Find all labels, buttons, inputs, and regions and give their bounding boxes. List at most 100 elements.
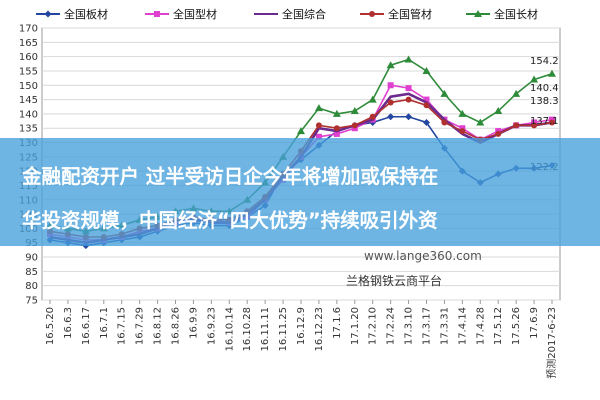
data-point	[368, 95, 377, 103]
end-value-label: 137.1	[530, 116, 559, 127]
data-point	[512, 89, 521, 97]
data-point	[386, 61, 395, 69]
data-point	[405, 85, 412, 92]
y-tick-label: 170	[19, 24, 38, 35]
y-tick-label: 140	[19, 109, 38, 120]
data-point	[458, 109, 467, 117]
data-point	[548, 69, 556, 77]
data-point	[404, 55, 413, 63]
x-tick-label: 17.2.24	[386, 307, 397, 345]
data-point	[423, 102, 430, 109]
news-overlay-banner: 金融配资开户 过半受访日企今年将增加或保持在 华投资规模，中国经济“四大优势”持…	[0, 138, 600, 246]
y-tick-label: 85	[25, 267, 38, 278]
x-tick-label: 16.12.9	[296, 307, 307, 345]
data-point	[332, 109, 341, 117]
legend-label: 全国型材	[173, 7, 217, 21]
legend-label: 全国管材	[388, 7, 432, 21]
watermark-url: www.lange360.com	[364, 249, 482, 263]
end-value-label: 138.3	[530, 96, 559, 107]
x-tick-label: 16.8.26	[171, 307, 182, 345]
x-tick-label: 16.8.12	[153, 307, 164, 345]
legend-label: 全国板材	[64, 7, 108, 21]
x-tick-label: 16.9.23	[206, 307, 217, 345]
end-value-label: 154.2	[530, 56, 559, 67]
legend-item-全国板材: 全国板材	[36, 7, 108, 21]
y-tick-label: 155	[19, 66, 38, 77]
chart-legend: 全国板材 全国型材 全国综合 全国管材 全国长材	[36, 7, 538, 21]
legend-item-全国管材: 全国管材	[360, 7, 432, 21]
data-point	[459, 128, 466, 135]
y-tick-label: 80	[25, 281, 38, 292]
x-tick-label: 16.10.14	[224, 307, 235, 352]
x-tick-label: 17.2.10	[368, 307, 379, 345]
data-point	[154, 11, 160, 17]
data-point	[405, 96, 412, 103]
x-tick-label: 16.11.11	[260, 307, 271, 352]
legend-item-全国型材: 全国型材	[145, 7, 217, 21]
x-tick-label: 17.3.17	[422, 307, 433, 345]
data-point	[530, 75, 539, 83]
data-point	[369, 113, 376, 120]
watermark-platform: 兰格钢铁云商平台	[346, 274, 443, 288]
y-tick-label: 160	[19, 52, 38, 63]
y-tick-label: 75	[25, 296, 38, 307]
data-point	[474, 10, 482, 17]
x-tick-label: 17.4.14	[457, 307, 468, 345]
data-point	[350, 107, 359, 115]
y-tick-label: 145	[19, 95, 38, 106]
data-point	[333, 130, 340, 137]
data-point	[495, 130, 502, 137]
data-point	[351, 122, 358, 129]
legend-item-全国综合: 全国综合	[254, 7, 326, 21]
data-point	[387, 113, 395, 121]
x-tick-label: 17.3.31	[439, 307, 450, 345]
end-value-label: 140.4	[530, 83, 559, 94]
data-point	[423, 118, 430, 126]
x-tick-label: 16.9.9	[188, 307, 199, 339]
data-point	[405, 113, 413, 121]
data-point	[423, 96, 430, 103]
data-point	[494, 107, 503, 115]
x-tick-label: 16.5.20	[45, 307, 56, 345]
data-point	[549, 119, 555, 126]
overlay-headline-line-1: 金融配资开户 过半受访日企今年将增加或保持在	[22, 165, 439, 188]
legend-label: 全国长材	[494, 7, 538, 21]
x-tick-label: 17.3.10	[404, 307, 415, 345]
data-point	[387, 99, 394, 106]
legend-item-全国长材: 全国长材	[466, 7, 538, 21]
y-tick-label: 135	[19, 124, 38, 135]
x-tick-label: 16.7.29	[135, 307, 146, 345]
y-tick-label: 150	[19, 81, 38, 92]
x-tick-label: 16.7.15	[117, 307, 128, 345]
x-tick-label: 16.6.3	[63, 307, 74, 339]
x-tick-label: 16.12.23	[314, 307, 325, 352]
x-tick-label: 17.1.20	[350, 307, 361, 345]
x-tick-label: 预测2017-6-23	[545, 307, 558, 379]
x-tick-label: 16.10.28	[242, 307, 253, 352]
data-point	[531, 122, 538, 129]
data-point	[314, 104, 323, 112]
data-point	[315, 122, 322, 129]
data-point	[440, 89, 449, 97]
data-point	[476, 118, 485, 126]
x-tick-label: 16.7.1	[99, 307, 110, 339]
x-tick-label: 17.1.6	[332, 307, 343, 339]
y-tick-label: 90	[25, 253, 38, 264]
y-tick-label: 165	[19, 38, 38, 49]
data-point	[369, 11, 375, 17]
x-tick-label: 17.4.28	[475, 307, 486, 345]
data-point	[422, 66, 431, 74]
x-tick-label: 16.6.17	[81, 307, 92, 345]
legend-label: 全国综合	[282, 7, 326, 21]
x-tick-label: 16.11.25	[278, 307, 289, 352]
data-point	[297, 127, 305, 135]
data-point	[441, 119, 448, 126]
data-point	[333, 125, 340, 132]
x-axis: 16.5.20 16.6.3 16.6.17 16.7.1 16.7.15 16.7.29…	[45, 300, 558, 379]
data-point	[315, 133, 322, 140]
data-point	[513, 122, 520, 129]
x-tick-label: 17.5.26	[511, 307, 522, 345]
x-tick-label: 17.5.12	[493, 307, 504, 345]
data-point	[44, 10, 52, 18]
overlay-headline-line-2: 华投资规模，中国经济“四大优势”持续吸引外资	[22, 209, 438, 232]
